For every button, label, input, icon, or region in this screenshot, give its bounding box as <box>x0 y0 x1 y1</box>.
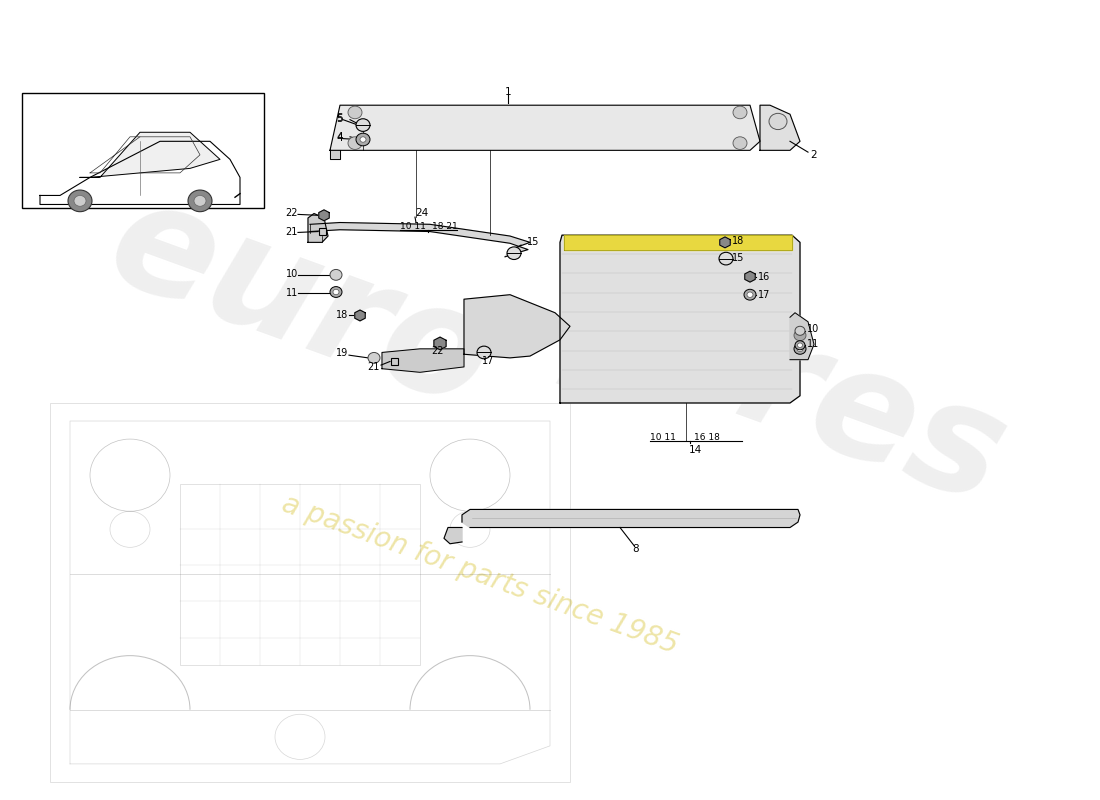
Bar <box>319 228 326 234</box>
Circle shape <box>330 286 342 298</box>
Circle shape <box>333 290 339 294</box>
Text: 10 11: 10 11 <box>400 222 426 230</box>
Bar <box>390 358 397 365</box>
Circle shape <box>477 346 491 358</box>
Text: 17: 17 <box>758 290 770 300</box>
Text: 22: 22 <box>286 209 298 218</box>
Circle shape <box>794 343 806 354</box>
Polygon shape <box>464 294 570 358</box>
Text: 22: 22 <box>431 346 443 356</box>
Circle shape <box>719 252 733 265</box>
Circle shape <box>188 190 212 212</box>
Circle shape <box>733 137 747 150</box>
Text: 17: 17 <box>482 357 494 366</box>
Circle shape <box>795 326 805 335</box>
Text: 21: 21 <box>286 226 298 237</box>
Text: euro: euro <box>90 166 510 441</box>
Polygon shape <box>433 337 447 350</box>
Text: 10: 10 <box>286 269 298 279</box>
Text: 2: 2 <box>810 150 816 160</box>
Text: 4: 4 <box>337 133 343 142</box>
Polygon shape <box>330 106 760 150</box>
Circle shape <box>798 343 803 347</box>
Text: a passion for parts since 1985: a passion for parts since 1985 <box>278 490 682 659</box>
Text: 15: 15 <box>527 238 539 247</box>
Text: 16 18: 16 18 <box>694 433 719 442</box>
Polygon shape <box>308 214 328 242</box>
Circle shape <box>794 330 806 341</box>
Circle shape <box>769 114 786 130</box>
Circle shape <box>194 195 206 206</box>
Circle shape <box>356 118 370 131</box>
Text: 24: 24 <box>415 209 428 218</box>
Circle shape <box>507 247 521 259</box>
Text: 10: 10 <box>807 324 820 334</box>
Circle shape <box>576 10 588 21</box>
Polygon shape <box>560 235 800 403</box>
Text: 10 11: 10 11 <box>650 433 675 442</box>
Polygon shape <box>560 8 770 22</box>
Circle shape <box>348 106 362 118</box>
Text: 15: 15 <box>732 253 745 262</box>
Text: 14: 14 <box>689 445 702 455</box>
Bar <box>22 93 264 208</box>
Circle shape <box>795 341 805 350</box>
Polygon shape <box>462 510 800 527</box>
Circle shape <box>733 106 747 118</box>
Text: 18: 18 <box>732 235 745 246</box>
Polygon shape <box>80 132 220 178</box>
Text: 5: 5 <box>337 113 343 123</box>
Circle shape <box>744 10 756 21</box>
Text: 21: 21 <box>367 362 380 372</box>
Circle shape <box>68 190 92 212</box>
Bar <box>50 403 570 782</box>
Circle shape <box>744 290 756 300</box>
Circle shape <box>360 137 366 142</box>
Polygon shape <box>760 106 800 150</box>
Polygon shape <box>355 310 365 321</box>
Polygon shape <box>719 237 730 248</box>
Text: 5: 5 <box>337 114 343 124</box>
Text: 18 21: 18 21 <box>432 222 458 230</box>
Polygon shape <box>444 527 462 544</box>
Polygon shape <box>310 222 530 257</box>
Polygon shape <box>745 271 756 282</box>
Text: 19: 19 <box>336 348 348 358</box>
Text: 1: 1 <box>505 86 512 97</box>
Polygon shape <box>319 210 329 221</box>
Text: 11: 11 <box>807 339 820 350</box>
Text: 4: 4 <box>337 132 343 142</box>
Text: jeres: jeres <box>574 242 1025 528</box>
Text: 18: 18 <box>336 310 348 319</box>
Circle shape <box>747 292 754 298</box>
Bar <box>180 484 420 665</box>
Circle shape <box>798 346 803 351</box>
Circle shape <box>74 195 86 206</box>
Polygon shape <box>790 313 814 360</box>
Text: 8: 8 <box>632 544 639 554</box>
Text: 16: 16 <box>758 272 770 282</box>
Polygon shape <box>382 349 464 372</box>
Polygon shape <box>564 235 792 250</box>
Circle shape <box>330 270 342 280</box>
Circle shape <box>348 137 362 150</box>
Polygon shape <box>330 150 340 159</box>
Circle shape <box>368 353 379 363</box>
Circle shape <box>356 133 370 146</box>
Text: 11: 11 <box>286 288 298 298</box>
